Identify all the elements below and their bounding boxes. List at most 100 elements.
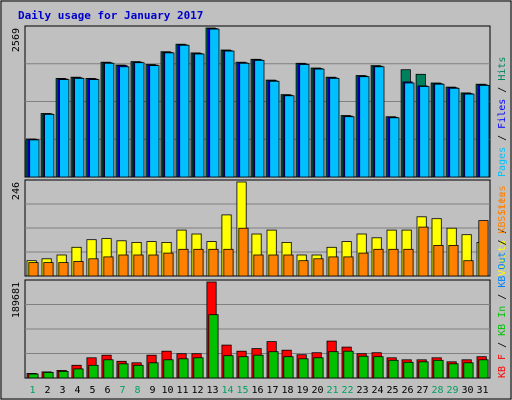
- bar-kb-in: [478, 359, 489, 379]
- bar-kb-in: [433, 359, 444, 379]
- bar-sites: [178, 248, 189, 277]
- x-tick-label: 26: [401, 385, 413, 396]
- bar-sites: [373, 248, 384, 277]
- bar-sites: [43, 262, 54, 277]
- bar-kb-in: [88, 364, 99, 379]
- bar-pages: [419, 86, 430, 178]
- x-tick-label: 25: [386, 385, 398, 396]
- bar-pages: [89, 79, 100, 178]
- bar-kb-in: [403, 361, 414, 379]
- bar-sites: [208, 248, 219, 277]
- bar-sites: [268, 254, 279, 277]
- x-tick-label: 1: [29, 385, 35, 396]
- bar-kb-in: [238, 356, 249, 379]
- bar-pages: [29, 139, 40, 178]
- x-tick-label: 8: [134, 385, 140, 396]
- bar-pages: [434, 83, 445, 178]
- x-tick-label: 23: [356, 385, 368, 396]
- x-tick-label: 16: [251, 385, 263, 396]
- bar-kb-in: [163, 359, 174, 379]
- bar-sites: [343, 256, 354, 277]
- bar-pages: [74, 78, 85, 178]
- bar-kb-in: [418, 361, 429, 379]
- bar-sites: [58, 262, 69, 277]
- axis-legend: Visits / Sites: [497, 192, 508, 276]
- x-tick-label: 29: [446, 385, 458, 396]
- bar-kb-in: [118, 363, 129, 379]
- bar-kb-in: [103, 359, 114, 379]
- panel-3: 189681 KB F / KB In / KB Out / KB Sites: [11, 185, 508, 379]
- bar-pages: [164, 52, 175, 178]
- x-tick-label: 24: [371, 385, 383, 396]
- bar-sites: [118, 254, 129, 277]
- axis-legend-item: KB Sites: [497, 185, 508, 233]
- x-tick-label: 4: [74, 385, 80, 396]
- bar-kb-in: [208, 314, 219, 379]
- axis-legend: KB F / KB In / KB Out / KB Sites: [497, 185, 508, 378]
- bar-pages: [314, 68, 325, 178]
- bar-pages: [374, 66, 385, 178]
- x-tick-label: 7: [119, 385, 125, 396]
- bar-kb-in: [463, 362, 474, 379]
- x-tick-label: 22: [341, 385, 353, 396]
- x-tick-label: 3: [59, 385, 65, 396]
- axis-legend-item: Visits: [497, 234, 508, 276]
- bar-kb-in: [28, 373, 39, 379]
- x-tick-label: 12: [191, 385, 203, 396]
- bar-kb-in: [298, 358, 309, 379]
- bar-pages: [44, 114, 55, 178]
- bar-pages: [194, 53, 205, 178]
- x-axis-labels: 1 2 3 4 5 6 7 8 9 10 11 12 13 14 15 16 17 18 19 20 21 22 23 24 2…: [29, 385, 488, 396]
- bar-kb-in: [283, 356, 294, 379]
- bar-kb-in: [178, 358, 189, 379]
- bar-pages: [389, 117, 400, 178]
- x-tick-label: 9: [149, 385, 155, 396]
- bar-kb-in: [328, 351, 339, 379]
- bar-kb-in: [193, 357, 204, 379]
- y-max-label: 2569: [11, 28, 22, 52]
- axis-legend-item: Files: [497, 93, 508, 129]
- axis-legend-item: /: [497, 81, 508, 93]
- bar-kb-in: [343, 350, 354, 379]
- bar-sites: [148, 254, 159, 277]
- bar-sites: [358, 252, 369, 277]
- bar-sites: [283, 254, 294, 277]
- axis-legend-item: Hits: [497, 57, 508, 81]
- axis-legend-item: Pages: [497, 141, 508, 177]
- bar-kb-in: [43, 371, 54, 379]
- bar-pages: [149, 65, 160, 178]
- x-tick-label: 15: [236, 385, 248, 396]
- axis-legend-item: Sites: [497, 192, 508, 222]
- bar-sites: [298, 260, 309, 277]
- bar-sites: [388, 248, 399, 277]
- bar-kb-in: [253, 354, 264, 379]
- bar-pages: [224, 50, 235, 178]
- bar-sites: [133, 254, 144, 277]
- chart-title: Daily usage for January 2017: [18, 9, 203, 22]
- bar-kb-in: [223, 355, 234, 379]
- bar-sites: [73, 261, 84, 277]
- bar-kb-in: [268, 351, 279, 379]
- axis-legend: Pages / Files / Hits: [497, 57, 508, 177]
- bar-pages: [254, 60, 265, 178]
- bar-sites: [238, 227, 249, 277]
- x-tick-label: 27: [416, 385, 428, 396]
- axis-legend-item: /: [497, 336, 508, 348]
- x-tick-label: 19: [296, 385, 308, 396]
- bar-pages: [404, 82, 415, 178]
- panel-1: 2569 Pages / Files / Hits: [11, 25, 508, 178]
- bar-pages: [359, 76, 370, 178]
- bar-kb-in: [313, 357, 324, 379]
- bar-kb-in: [58, 370, 69, 379]
- bar-sites: [403, 248, 414, 277]
- bar-pages: [239, 62, 250, 178]
- bar-sites: [103, 256, 114, 277]
- bar-pages: [344, 116, 355, 178]
- x-tick-label: 14: [221, 385, 233, 396]
- bar-pages: [119, 66, 130, 178]
- x-tick-label: 30: [461, 385, 473, 396]
- x-tick-label: 28: [431, 385, 443, 396]
- x-tick-label: 10: [161, 385, 173, 396]
- bar-sites: [313, 258, 324, 277]
